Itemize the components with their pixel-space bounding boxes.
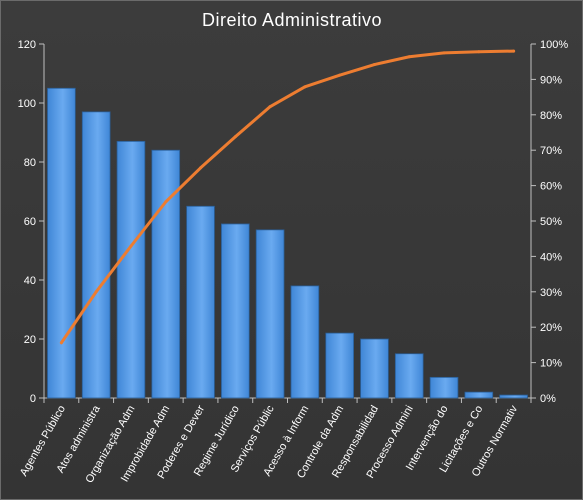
cumulative-point: [164, 200, 168, 204]
y-left-tick-label: 100: [18, 98, 36, 110]
y-right-tick-label: 70%: [540, 145, 562, 157]
cumulative-point: [372, 63, 376, 67]
cumulative-point: [199, 166, 203, 170]
cumulative-percent-line: [59, 49, 516, 345]
bar: [360, 338, 389, 399]
y-left-tick-label: 20: [24, 334, 36, 346]
bar: [464, 391, 494, 399]
cumulative-point: [338, 73, 342, 77]
y-left-tick-label: 120: [18, 39, 36, 51]
bar: [47, 87, 76, 399]
bar: [499, 394, 528, 399]
y-right-tick-label: 80%: [540, 110, 562, 122]
cumulative-point: [477, 50, 481, 54]
y-left-tick-label: 80: [24, 157, 36, 169]
y-right-tick-label: 20%: [540, 322, 562, 334]
bar: [290, 285, 320, 399]
y-right-tick-label: 30%: [540, 287, 562, 299]
y-right-tick-label: 40%: [540, 251, 562, 263]
bar: [325, 332, 354, 399]
y-right-tick-label: 0%: [540, 393, 556, 405]
bar: [151, 149, 181, 399]
y-right-tick-label: 50%: [540, 216, 562, 228]
bar: [221, 223, 250, 399]
cumulative-point: [512, 49, 516, 53]
cumulative-point: [303, 85, 307, 89]
cumulative-point: [59, 341, 63, 345]
chart-title: Direito Administrativo: [202, 10, 382, 30]
y-right-tick-label: 100%: [540, 39, 568, 51]
y-left-tick-label: 60: [24, 216, 36, 228]
cumulative-point: [233, 135, 237, 139]
cumulative-point: [442, 51, 446, 55]
bar: [394, 353, 424, 399]
y-right-tick-label: 10%: [540, 358, 562, 370]
cumulative-point: [129, 244, 133, 248]
y-left-tick-label: 0: [30, 393, 36, 405]
cumulative-point: [268, 105, 272, 109]
cumulative-point: [407, 55, 411, 59]
bar: [81, 111, 111, 399]
y-left-tick-label: 40: [24, 275, 36, 287]
bar: [429, 376, 459, 399]
bar: [116, 140, 146, 399]
y-right-tick-label: 60%: [540, 181, 562, 193]
cumulative-point: [94, 290, 98, 294]
bar: [255, 229, 285, 399]
y-right-tick-label: 90%: [540, 74, 562, 86]
bar: [186, 205, 215, 399]
